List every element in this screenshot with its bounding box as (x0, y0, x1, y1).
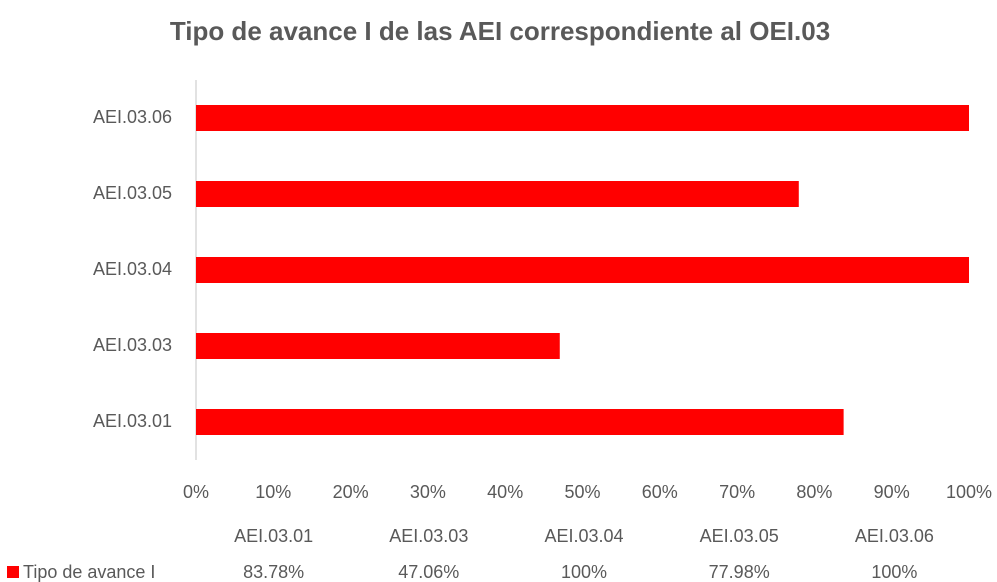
chart-title: Tipo de avance I de las AEI correspondie… (170, 16, 830, 46)
y-tick-label: AEI.03.06 (93, 107, 172, 127)
table-header: AEI.03.04 (544, 526, 623, 546)
table-header: AEI.03.03 (389, 526, 468, 546)
table-value: 83.78% (243, 562, 304, 582)
x-tick-label: 20% (333, 482, 369, 502)
table-header: AEI.03.06 (855, 526, 934, 546)
table-value: 100% (871, 562, 917, 582)
x-tick-label: 70% (719, 482, 755, 502)
x-tick-label: 80% (796, 482, 832, 502)
table-header: AEI.03.01 (234, 526, 313, 546)
x-tick-label: 30% (410, 482, 446, 502)
y-tick-label: AEI.03.05 (93, 183, 172, 203)
table-header: AEI.03.05 (700, 526, 779, 546)
legend-label: Tipo de avance I (23, 562, 155, 582)
y-tick-label: AEI.03.03 (93, 335, 172, 355)
x-tick-label: 90% (874, 482, 910, 502)
legend-swatch (7, 566, 19, 578)
bar (196, 105, 969, 131)
bar (196, 409, 844, 435)
x-tick-label: 50% (564, 482, 600, 502)
x-tick-label: 0% (183, 482, 209, 502)
table-value: 47.06% (398, 562, 459, 582)
x-tick-label: 100% (946, 482, 992, 502)
x-tick-label: 60% (642, 482, 678, 502)
table-value: 100% (561, 562, 607, 582)
x-tick-label: 40% (487, 482, 523, 502)
table-value: 77.98% (709, 562, 770, 582)
y-tick-label: AEI.03.04 (93, 259, 172, 279)
bar (196, 257, 969, 283)
y-tick-label: AEI.03.01 (93, 411, 172, 431)
x-tick-label: 10% (255, 482, 291, 502)
bar (196, 333, 560, 359)
bar (196, 181, 799, 207)
